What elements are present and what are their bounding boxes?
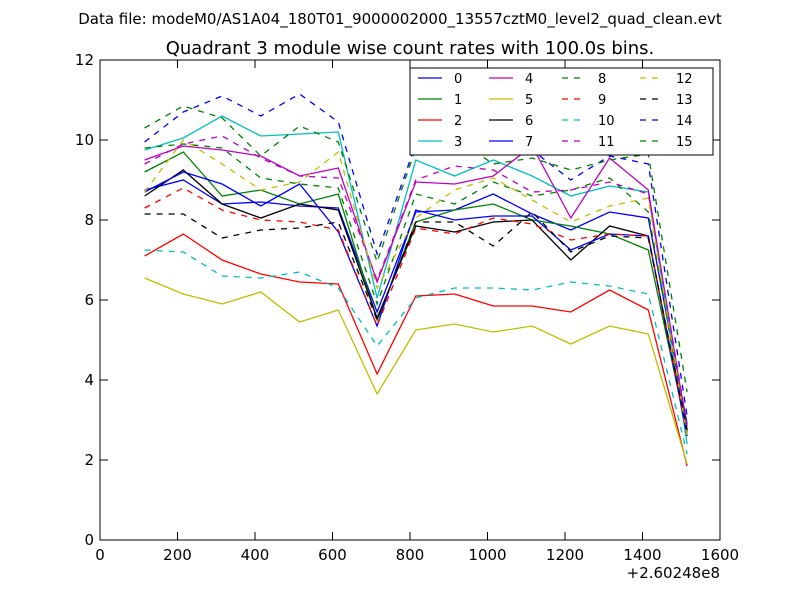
legend-label-7: 7 bbox=[525, 135, 533, 150]
legend-label-1: 1 bbox=[454, 93, 462, 108]
series-line-10 bbox=[144, 249, 688, 455]
y-tick-label: 12 bbox=[75, 51, 94, 69]
legend-label-14: 14 bbox=[676, 114, 693, 129]
series-line-2 bbox=[144, 233, 688, 467]
y-tick-label: 4 bbox=[84, 371, 94, 389]
series-line-11 bbox=[144, 135, 688, 427]
x-tick-label: 400 bbox=[241, 546, 270, 564]
legend-label-15: 15 bbox=[676, 135, 693, 150]
x-tick-label: 200 bbox=[163, 546, 192, 564]
legend-label-10: 10 bbox=[598, 114, 615, 129]
x-tick-label: 600 bbox=[318, 546, 347, 564]
y-tick-label: 8 bbox=[84, 211, 94, 229]
legend-label-12: 12 bbox=[676, 72, 693, 87]
legend-label-3: 3 bbox=[454, 135, 462, 150]
series-line-12 bbox=[144, 139, 688, 437]
suptitle: Data file: modeM0/AS1A04_180T01_90000020… bbox=[78, 10, 722, 29]
x-offset-label: +2.60248e8 bbox=[627, 564, 720, 582]
legend-label-0: 0 bbox=[454, 72, 462, 87]
legend-label-8: 8 bbox=[598, 72, 606, 87]
legend-label-4: 4 bbox=[525, 72, 533, 87]
series-line-5 bbox=[144, 277, 688, 465]
y-tick-label: 6 bbox=[84, 291, 94, 309]
legend-label-9: 9 bbox=[598, 93, 606, 108]
series-line-0 bbox=[144, 179, 688, 425]
series-line-13 bbox=[144, 211, 688, 431]
series-line-7 bbox=[144, 171, 688, 437]
y-tick-label: 0 bbox=[84, 531, 94, 549]
series-line-9 bbox=[144, 187, 688, 435]
chart-title: Quadrant 3 module wise count rates with … bbox=[166, 38, 655, 59]
x-tick-label: 1200 bbox=[546, 546, 584, 564]
series-line-6 bbox=[144, 169, 688, 437]
legend-label-5: 5 bbox=[525, 93, 533, 108]
series-line-4 bbox=[144, 145, 688, 431]
y-tick-label: 10 bbox=[75, 131, 94, 149]
legend-label-11: 11 bbox=[598, 135, 615, 150]
x-tick-label: 1000 bbox=[468, 546, 506, 564]
legend-label-13: 13 bbox=[676, 93, 693, 108]
x-tick-label: 1600 bbox=[701, 546, 739, 564]
x-tick-label: 0 bbox=[95, 546, 105, 564]
legend-label-6: 6 bbox=[525, 114, 533, 129]
x-tick-label: 1400 bbox=[623, 546, 661, 564]
y-tick-label: 2 bbox=[84, 451, 94, 469]
series-line-3 bbox=[144, 115, 688, 445]
x-tick-label: 800 bbox=[396, 546, 425, 564]
series-line-8 bbox=[144, 143, 688, 435]
legend-label-2: 2 bbox=[454, 114, 462, 129]
legend-box bbox=[409, 67, 714, 156]
